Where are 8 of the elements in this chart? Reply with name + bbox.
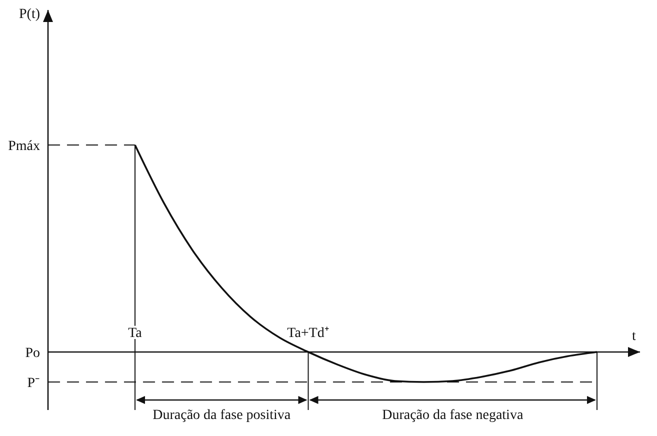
text: Duração da fase negativa [382, 408, 524, 423]
text: P(t) [19, 7, 40, 22]
text: Duração da fase positiva [152, 408, 292, 423]
text: P⁻ [27, 376, 40, 391]
x-tick-label: Ta+Td⁺ [287, 326, 330, 341]
text: Pmáx [8, 138, 40, 154]
x-axis-title: t [632, 329, 636, 344]
text: Po [25, 346, 40, 361]
